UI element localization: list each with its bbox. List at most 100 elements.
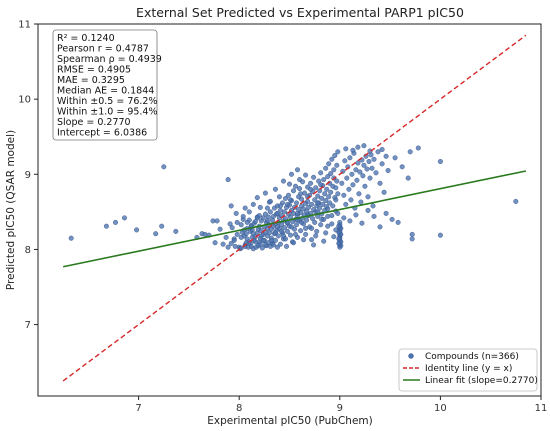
compound-point xyxy=(277,241,283,247)
compound-point xyxy=(240,213,246,219)
compound-point xyxy=(234,231,240,237)
compound-point xyxy=(289,171,295,177)
compound-point xyxy=(343,146,349,152)
legend-label: Linear fit (slope=0.2770) xyxy=(425,376,538,386)
compound-point xyxy=(288,197,294,203)
compound-point xyxy=(112,219,118,225)
x-axis-label: Experimental pIC50 (PubChem) xyxy=(207,415,372,427)
legend-frame xyxy=(398,348,538,392)
legend-marker-compounds xyxy=(408,353,414,359)
compound-point xyxy=(274,210,280,216)
compound-point xyxy=(234,219,240,225)
compound-point xyxy=(293,183,299,189)
compound-point xyxy=(299,219,305,225)
compound-point xyxy=(314,228,320,234)
compound-point xyxy=(354,177,360,183)
compound-point xyxy=(217,226,223,232)
chart-title: External Set Predicted vs Experimental P… xyxy=(136,5,464,20)
compound-point xyxy=(377,224,383,230)
compound-point xyxy=(257,204,263,210)
compound-point xyxy=(283,236,289,242)
compound-point xyxy=(279,228,285,234)
compound-point xyxy=(333,197,339,203)
compound-point xyxy=(346,186,352,192)
compound-point xyxy=(399,164,405,170)
compound-point xyxy=(287,181,293,187)
compound-point xyxy=(370,203,376,209)
compound-point xyxy=(437,232,443,238)
compound-point xyxy=(320,201,326,207)
compound-point xyxy=(294,200,300,206)
compound-point xyxy=(254,215,260,221)
compound-point xyxy=(392,155,398,161)
compound-point xyxy=(297,177,303,183)
compound-point xyxy=(242,205,248,211)
legend-label: Identity line (y = x) xyxy=(425,364,512,374)
compound-point xyxy=(356,191,362,197)
compound-point xyxy=(332,152,338,158)
linear-fit-line xyxy=(62,170,527,268)
compound-point xyxy=(223,234,229,240)
compound-point xyxy=(331,234,337,240)
compound-point xyxy=(409,231,415,237)
compound-point xyxy=(415,145,421,151)
compound-point xyxy=(68,235,74,241)
compound-point xyxy=(328,189,334,195)
compound-point xyxy=(383,153,389,159)
compound-point xyxy=(298,191,304,197)
plot-area xyxy=(62,34,527,382)
compound-point xyxy=(330,203,336,209)
compound-point xyxy=(313,185,319,191)
compound-point xyxy=(294,222,300,228)
compound-point xyxy=(358,199,364,205)
stat-line: Spearman ρ = 0.4939 xyxy=(57,54,162,65)
y-ticks: 7 8 9 10 11 xyxy=(18,20,38,331)
compound-point xyxy=(334,162,340,168)
compound-point xyxy=(336,240,342,246)
compound-point xyxy=(259,245,265,251)
compound-point xyxy=(375,149,381,155)
compound-point xyxy=(315,193,321,199)
compound-point xyxy=(305,198,311,204)
y-tick-label: 7 xyxy=(25,320,31,331)
compound-point xyxy=(303,231,309,237)
legend: Compounds (n=366) Identity line (y = x) Li… xyxy=(398,348,538,392)
compound-point xyxy=(325,223,331,229)
compound-point xyxy=(377,180,383,186)
compound-point xyxy=(325,206,331,212)
compound-point xyxy=(252,239,258,245)
compound-point xyxy=(312,197,318,203)
compound-point xyxy=(373,170,379,176)
compound-point xyxy=(348,197,354,203)
compound-point xyxy=(244,219,250,225)
compound-point xyxy=(281,178,287,184)
compound-point xyxy=(350,147,356,153)
compound-point xyxy=(361,162,367,168)
compound-point xyxy=(385,167,391,173)
compound-point xyxy=(279,222,285,228)
x-tick-label: 8 xyxy=(236,403,242,414)
compound-point xyxy=(308,186,314,192)
x-tick-label: 11 xyxy=(535,403,548,414)
compound-point xyxy=(267,209,273,215)
compound-point xyxy=(229,225,235,231)
stat-line: Median AE = 0.1844 xyxy=(57,86,154,97)
compound-point xyxy=(329,156,335,162)
compound-point xyxy=(381,189,387,195)
compound-point xyxy=(344,175,350,181)
compound-point xyxy=(312,219,318,225)
compound-point xyxy=(214,218,220,224)
compound-point xyxy=(321,177,327,183)
compound-point xyxy=(360,173,366,179)
compound-point xyxy=(333,227,339,233)
compound-point xyxy=(308,180,314,186)
compound-point xyxy=(347,155,353,161)
compound-point xyxy=(331,167,337,173)
compound-point xyxy=(232,243,238,249)
x-ticks: 7 8 9 10 11 xyxy=(135,396,547,414)
compound-point xyxy=(355,144,361,150)
compound-point xyxy=(260,237,266,243)
compound-point xyxy=(323,230,329,236)
compound-point xyxy=(161,164,167,170)
